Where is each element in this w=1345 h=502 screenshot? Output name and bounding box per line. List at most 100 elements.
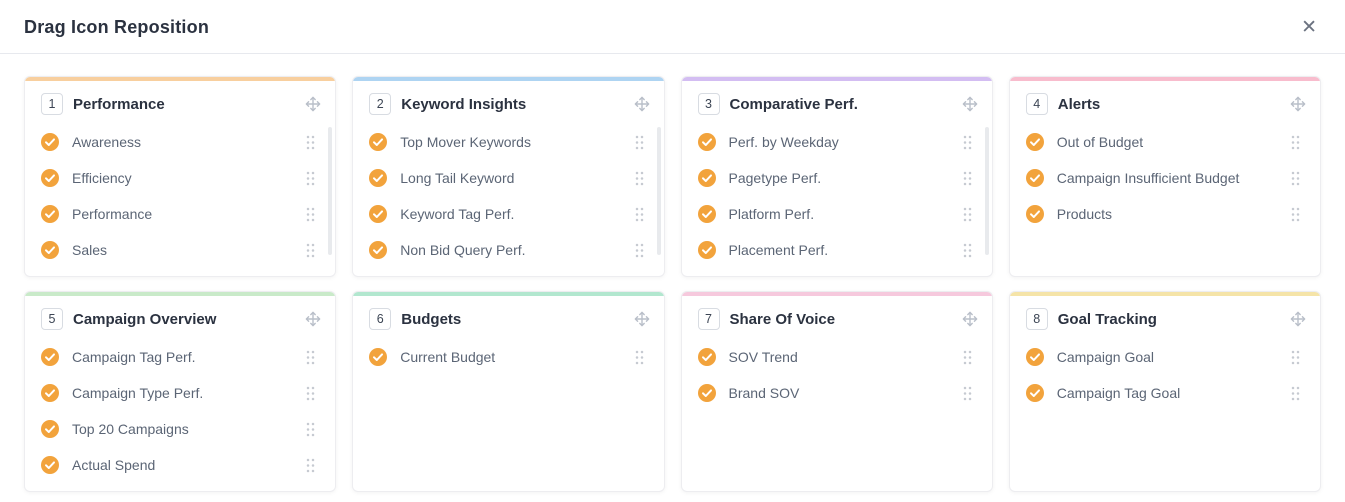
check-icon[interactable] (41, 348, 59, 366)
check-icon[interactable] (41, 420, 59, 438)
card-accent-bar (1009, 77, 1320, 81)
check-icon[interactable] (1025, 384, 1044, 402)
move-icon[interactable] (305, 311, 321, 327)
move-icon[interactable] (1290, 96, 1306, 112)
card-accent-bar (1009, 292, 1320, 296)
list-item-label: Brand SOV (728, 385, 800, 401)
check-icon[interactable] (41, 133, 59, 151)
drag-handle-icon[interactable] (306, 422, 315, 437)
check-icon[interactable] (1025, 133, 1044, 151)
move-icon[interactable] (634, 311, 650, 327)
card-accent-bar (25, 77, 336, 81)
drag-handle-icon[interactable] (635, 171, 644, 186)
drag-handle-icon[interactable] (306, 207, 315, 222)
list-item: Actual Spend (25, 447, 335, 483)
card-scrollbar[interactable] (984, 127, 989, 255)
card-header: 6 Budgets (353, 296, 663, 339)
list-item-label: Non Bid Query Perf. (400, 242, 526, 258)
drag-handle-icon[interactable] (1291, 135, 1300, 150)
check-icon[interactable] (369, 241, 388, 259)
drag-handle-icon[interactable] (963, 207, 972, 222)
list-item-label: Sales (72, 242, 108, 258)
card-item-list: Out of Budget Campaign Insufficient Budg… (1010, 124, 1320, 232)
list-item-label: Keyword Tag Perf. (400, 206, 515, 222)
drag-handle-icon[interactable] (306, 350, 315, 365)
check-icon[interactable] (1025, 205, 1044, 223)
card-accent-bar (681, 77, 992, 81)
list-item: Performance (25, 196, 335, 232)
list-item-label: Campaign Insufficient Budget (1056, 170, 1240, 186)
card-accent-bar (25, 292, 336, 296)
card-header: 2 Keyword Insights (353, 81, 663, 124)
check-icon[interactable] (41, 205, 59, 223)
drag-handle-icon[interactable] (306, 171, 315, 186)
list-item: Campaign Tag Perf. (25, 339, 335, 375)
check-icon[interactable] (41, 456, 59, 474)
check-icon[interactable] (41, 384, 59, 402)
drag-handle-icon[interactable] (963, 243, 972, 258)
drag-handle-icon[interactable] (1291, 386, 1300, 401)
check-icon[interactable] (41, 241, 59, 259)
check-icon[interactable] (697, 384, 716, 402)
drag-handle-icon[interactable] (1291, 350, 1300, 365)
card-header: 4 Alerts (1010, 81, 1320, 124)
list-item-label: Platform Perf. (728, 206, 815, 222)
close-icon[interactable]: ✕ (1297, 16, 1321, 39)
list-item: Efficiency (25, 160, 335, 196)
drag-handle-icon[interactable] (306, 386, 315, 401)
widget-card: 6 Budgets Current Budget (352, 291, 665, 492)
card-scrollbar[interactable] (656, 127, 661, 255)
drag-handle-icon[interactable] (1291, 207, 1300, 222)
list-item-label: Campaign Tag Perf. (72, 349, 196, 365)
card-item-list: SOV Trend Brand SOV (682, 339, 992, 411)
drag-handle-icon[interactable] (635, 135, 644, 150)
drag-handle-icon[interactable] (963, 135, 972, 150)
list-item: Campaign Insufficient Budget (1010, 160, 1320, 196)
check-icon[interactable] (41, 169, 59, 187)
card-number-badge: 4 (1025, 93, 1048, 115)
check-icon[interactable] (697, 241, 716, 259)
list-item-label: Campaign Type Perf. (72, 385, 204, 401)
move-icon[interactable] (1290, 311, 1306, 327)
card-accent-bar (681, 292, 992, 296)
drag-handle-icon[interactable] (635, 243, 644, 258)
check-icon[interactable] (1025, 348, 1044, 366)
check-icon[interactable] (369, 169, 388, 187)
widget-card: 1 Performance Awareness (24, 76, 337, 277)
drag-handle-icon[interactable] (635, 207, 644, 222)
list-item: Campaign Type Perf. (25, 375, 335, 411)
check-icon[interactable] (697, 348, 716, 366)
move-icon[interactable] (305, 96, 321, 112)
list-item: Campaign Goal (1010, 339, 1320, 375)
check-icon[interactable] (697, 205, 716, 223)
card-scrollbar[interactable] (328, 127, 333, 255)
list-item: Current Budget (353, 339, 663, 375)
list-item-label: Current Budget (400, 349, 496, 365)
card-accent-bar (353, 77, 664, 81)
drag-handle-icon[interactable] (635, 350, 644, 365)
move-icon[interactable] (634, 96, 650, 112)
list-item: Non Bid Query Perf. (353, 232, 663, 268)
card-accent-bar (353, 292, 664, 296)
list-item: SOV Trend (682, 339, 992, 375)
drag-handle-icon[interactable] (963, 386, 972, 401)
check-icon[interactable] (369, 133, 388, 151)
widget-card: 7 Share Of Voice SOV Trend (680, 291, 993, 492)
check-icon[interactable] (369, 205, 388, 223)
move-icon[interactable] (962, 311, 978, 327)
move-icon[interactable] (962, 96, 978, 112)
list-item: Pagetype Perf. (682, 160, 992, 196)
drag-handle-icon[interactable] (306, 458, 315, 473)
drag-handle-icon[interactable] (306, 135, 315, 150)
list-item-label: Products (1056, 206, 1112, 222)
card-item-list: Current Budget (353, 339, 663, 375)
drag-handle-icon[interactable] (963, 350, 972, 365)
check-icon[interactable] (697, 133, 716, 151)
check-icon[interactable] (1025, 169, 1044, 187)
drag-handle-icon[interactable] (306, 243, 315, 258)
check-icon[interactable] (369, 348, 388, 366)
drag-handle-icon[interactable] (1291, 171, 1300, 186)
check-icon[interactable] (697, 169, 716, 187)
drag-handle-icon[interactable] (963, 171, 972, 186)
list-item: Platform Perf. (682, 196, 992, 232)
